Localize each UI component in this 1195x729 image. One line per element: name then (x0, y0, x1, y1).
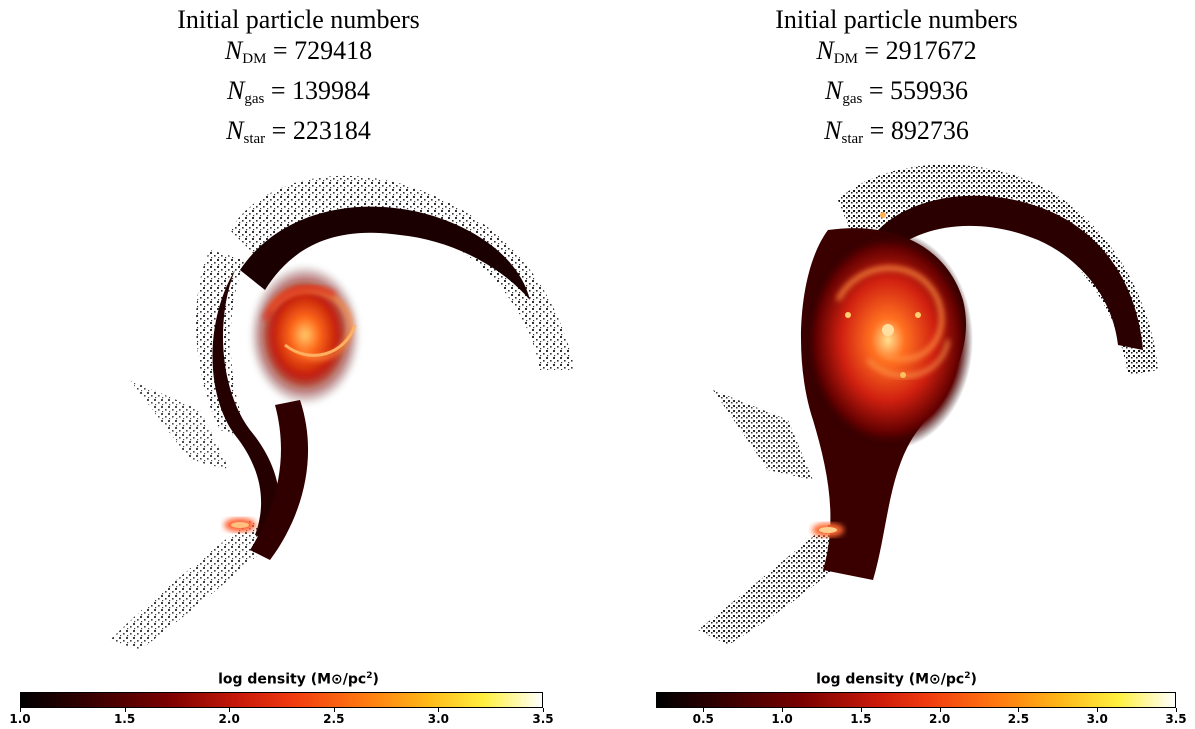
colorbar-tick-mark (229, 708, 231, 712)
right-title-block: Initial particle numbers NDM = 2917672 N… (598, 4, 1195, 155)
right-galaxy-image (698, 164, 1158, 645)
left-count-gas: Ngas = 139984 (226, 76, 370, 107)
left-title: Initial particle numbers (177, 5, 420, 34)
colorbar-tick-label: 2.0 (928, 712, 951, 726)
right-panel: Initial particle numbers NDM = 2917672 N… (598, 0, 1195, 729)
colorbar-tick-label: 1.5 (113, 712, 136, 726)
colorbar-tick-mark (1018, 708, 1020, 712)
colorbar-tick-label: 2.0 (218, 712, 240, 726)
colorbar-tick-label: 1.5 (850, 712, 872, 726)
colorbar-tick-label: 1.0 (771, 712, 793, 726)
colorbar-tick-label: 3.0 (1086, 712, 1108, 726)
colorbar-tick-label: 3.0 (427, 712, 450, 726)
colorbar-tick-mark (543, 708, 544, 712)
left-colorbar (20, 692, 543, 708)
colorbar-tick-mark (124, 708, 126, 712)
left-panel: Initial particle numbers NDM = 729418 Ng… (0, 0, 597, 729)
left-count-star: Nstar = 223184 (226, 116, 371, 147)
colorbar-tick-label: 3.5 (532, 712, 554, 726)
right-count-star: Nstar = 892736 (824, 116, 969, 147)
colorbar-tick-mark (1097, 708, 1099, 712)
right-colorbar (656, 692, 1176, 708)
right-colorbar-label: log density (M⊙/pc2) (816, 671, 977, 688)
left-galaxy-image (110, 175, 575, 650)
colorbar-tick-label: 2.5 (1007, 712, 1030, 726)
colorbar-tick-mark (782, 708, 784, 712)
colorbar-tick-label: 1.0 (9, 712, 31, 726)
colorbar-tick-mark (333, 708, 335, 712)
right-title: Initial particle numbers (775, 5, 1018, 34)
colorbar-tick-mark (939, 708, 941, 712)
colorbar-tick-label: 0.5 (692, 712, 714, 726)
left-title-block: Initial particle numbers NDM = 729418 Ng… (0, 4, 597, 155)
colorbar-tick-mark (438, 708, 440, 712)
colorbar-tick-mark (20, 708, 21, 712)
colorbar-tick-label: 2.5 (323, 712, 345, 726)
colorbar-tick-mark (860, 708, 862, 712)
colorbar-tick-label: 3.5 (1165, 712, 1187, 726)
colorbar-tick-mark (1176, 708, 1177, 712)
right-count-gas: Ngas = 559936 (824, 76, 968, 107)
left-colorbar-label: log density (M⊙/pc2) (218, 671, 379, 688)
colorbar-tick-mark (703, 708, 705, 712)
left-count-dm: NDM = 729418 (224, 36, 373, 67)
right-count-dm: NDM = 2917672 (816, 36, 977, 67)
